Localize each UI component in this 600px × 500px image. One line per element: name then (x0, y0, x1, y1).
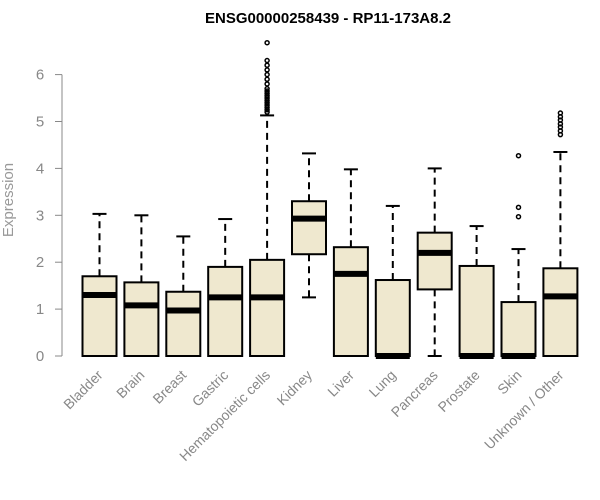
box-gastric (207, 218, 244, 358)
box-brain (123, 214, 160, 358)
y-axis-label: Expression (0, 163, 17, 237)
box-lung (374, 204, 411, 359)
box-iqr (249, 258, 286, 358)
box-breast (165, 235, 202, 358)
box-liver (332, 168, 369, 357)
x-tick-label: Bladder (60, 367, 106, 413)
box-bladder (81, 212, 118, 357)
x-tick-label: Kidney (274, 367, 316, 409)
y-tick-label: 6 (36, 67, 44, 84)
x-tick-label: Prostate (435, 367, 483, 415)
x-tick-label: Breast (149, 367, 189, 407)
box-iqr (207, 265, 244, 358)
box-iqr (458, 264, 495, 357)
x-tick-label: Lung (366, 367, 399, 400)
chart-title: ENSG00000258439 - RP11-173A8.2 (205, 10, 451, 27)
box-pancreas (416, 167, 453, 357)
box-iqr (291, 200, 327, 256)
x-tick-label: Brain (113, 367, 147, 401)
box-iqr (81, 275, 118, 357)
outlier-point (264, 67, 270, 73)
outlier-point (264, 39, 270, 46)
x-tick-label: Liver (324, 367, 357, 400)
box-iqr (542, 267, 579, 357)
box-iqr (165, 290, 202, 358)
outlier-point (557, 110, 564, 116)
outlier-point (264, 88, 270, 94)
box-iqr (500, 301, 537, 358)
y-tick-label: 4 (36, 160, 44, 177)
outlier-point (515, 204, 522, 211)
box-iqr (123, 281, 160, 358)
y-tick-label: 2 (36, 254, 44, 271)
box-prostate (458, 225, 495, 359)
outlier-point (264, 57, 270, 64)
x-tick-label: Pancreas (388, 367, 441, 420)
y-axis: 0 1 2 3 4 5 6 (36, 67, 63, 365)
x-tick-label: Unknown / Other (481, 367, 567, 453)
outlier-point (264, 76, 270, 83)
outlier-point (264, 71, 270, 78)
box-kidney (291, 152, 327, 299)
box-group (81, 39, 579, 359)
y-tick-label: 5 (36, 114, 44, 131)
box-iqr (374, 279, 411, 357)
box-hematopoietic-cells (249, 39, 286, 358)
outlier-point (264, 62, 270, 68)
y-tick-label: 3 (36, 207, 44, 224)
y-tick-label: 0 (36, 348, 44, 365)
outlier-point (264, 81, 270, 87)
box-skin (500, 152, 537, 359)
box-unknown-other (542, 110, 579, 357)
box-iqr (332, 246, 369, 357)
x-tick-label: Skin (494, 367, 525, 398)
y-tick-label: 1 (36, 301, 44, 318)
outlier-point (515, 152, 522, 159)
box-iqr (416, 231, 453, 291)
outlier-point (515, 213, 522, 220)
